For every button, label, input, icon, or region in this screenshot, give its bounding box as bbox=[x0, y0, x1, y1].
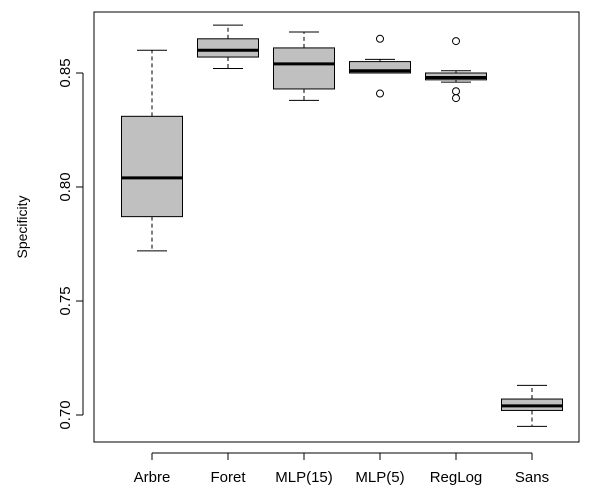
outlier-point bbox=[376, 89, 384, 98]
plot-frame bbox=[93, 11, 580, 443]
y-tick-label: 0.85 bbox=[57, 58, 74, 87]
outlier-point bbox=[376, 34, 384, 43]
box-foret bbox=[197, 24, 259, 69]
y-tick-label: 0.80 bbox=[57, 172, 74, 201]
box-mlp5 bbox=[349, 34, 411, 98]
x-tick-label: Sans bbox=[515, 469, 549, 486]
box-reglog bbox=[425, 37, 487, 103]
iqr-box bbox=[121, 115, 183, 218]
y-tick-label: 0.70 bbox=[57, 400, 74, 429]
iqr-box bbox=[273, 47, 335, 90]
boxes bbox=[121, 24, 563, 427]
outlier-point bbox=[452, 87, 460, 96]
outlier-point bbox=[452, 94, 460, 103]
box-sans bbox=[501, 384, 563, 427]
y-axis-title: Specificity bbox=[14, 195, 30, 258]
outlier-point bbox=[452, 37, 460, 46]
y-tick-label: 0.75 bbox=[57, 286, 74, 315]
box-mlp15 bbox=[273, 31, 335, 101]
iqr-box bbox=[197, 38, 259, 58]
x-tick-label: Arbre bbox=[134, 469, 171, 486]
x-tick-label: MLP(15) bbox=[275, 469, 333, 486]
iqr-box bbox=[349, 61, 411, 74]
x-tick-label: MLP(5) bbox=[355, 469, 404, 486]
y-axis: 0.70 0.75 0.80 0.85 bbox=[57, 58, 84, 430]
x-tick-label: Foret bbox=[210, 469, 246, 486]
x-axis: Arbre Foret MLP(15) MLP(5) RegLog Sans bbox=[134, 452, 549, 486]
box-arbre bbox=[121, 49, 183, 252]
x-tick-label: RegLog bbox=[430, 469, 483, 486]
